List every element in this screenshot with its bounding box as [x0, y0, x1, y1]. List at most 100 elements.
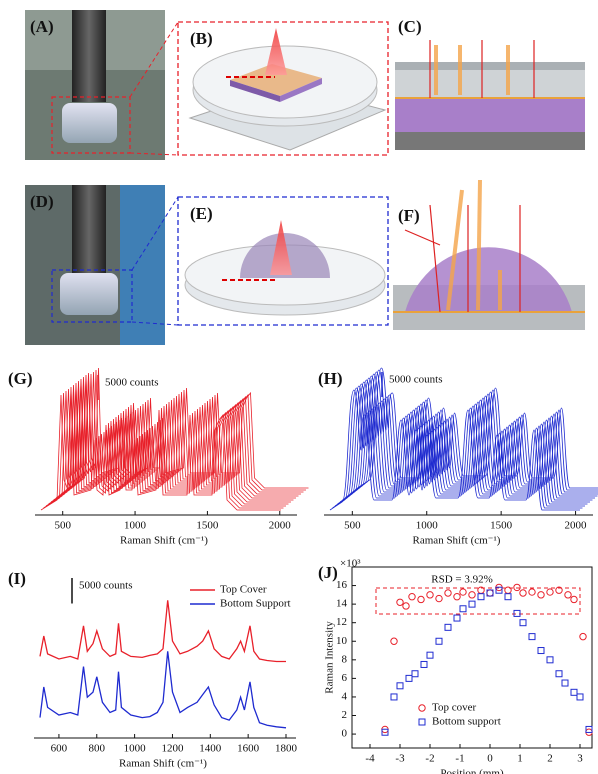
point: [547, 657, 553, 663]
x-tick-label: 1500: [490, 520, 513, 532]
panel-label: (I): [8, 569, 26, 588]
panel-label: (H): [318, 369, 343, 388]
x-tick-label: 1: [517, 753, 523, 765]
x-tick-label: -2: [425, 753, 434, 765]
panel-label: (B): [190, 29, 213, 48]
point: [403, 603, 409, 609]
point: [529, 634, 535, 640]
x-tick-label: 800: [89, 743, 106, 755]
point: [421, 661, 427, 667]
point: [556, 671, 562, 677]
point: [514, 610, 520, 616]
figure: (A) (B) (C) (D): [0, 0, 598, 774]
point: [454, 615, 460, 621]
legend-label: Top cover: [432, 702, 476, 714]
x-tick-label: 1000: [124, 743, 147, 755]
y-tick-label: 2: [342, 709, 348, 721]
point: [460, 606, 466, 612]
point: [469, 592, 475, 598]
x-tick-label: 1500: [196, 520, 219, 532]
point: [412, 671, 418, 677]
point: [427, 592, 433, 598]
spectra-stack: [330, 368, 598, 510]
x-axis-label: Raman Shift (cm⁻¹): [413, 535, 501, 547]
x-tick-label: -4: [365, 753, 375, 765]
point: [445, 590, 451, 596]
point: [418, 596, 424, 602]
point: [397, 599, 403, 605]
x-tick-label: 2000: [269, 520, 292, 532]
diagram-c: [395, 40, 585, 150]
panel-label: (F): [398, 206, 420, 225]
point: [577, 694, 583, 700]
x-tick-label: 1000: [124, 520, 147, 532]
point: [427, 652, 433, 658]
point: [469, 601, 475, 607]
x-tick-label: 1400: [199, 743, 222, 755]
point: [565, 592, 571, 598]
x-tick-label: -1: [455, 753, 464, 765]
x-tick-label: 2: [547, 753, 553, 765]
x-tick-label: 1600: [237, 743, 260, 755]
legend-label: Top Cover: [220, 584, 267, 596]
x-tick-label: -3: [395, 753, 405, 765]
x-tick-label: 1200: [161, 743, 184, 755]
spectra-stack: [41, 368, 309, 510]
scale-bar-label: 5000 counts: [389, 374, 442, 386]
point: [397, 683, 403, 689]
panel-label: (J): [318, 563, 338, 582]
spectrum-line: [40, 651, 286, 728]
point: [454, 594, 460, 600]
point: [547, 589, 553, 595]
y-tick-label: 4: [342, 690, 348, 702]
x-tick-label: 1000: [416, 520, 439, 532]
legend-label: Bottom support: [432, 716, 501, 728]
panel-label: (D): [30, 192, 54, 211]
point: [580, 633, 586, 639]
point: [436, 638, 442, 644]
x-axis-label: Raman Shift (cm⁻¹): [119, 758, 207, 770]
point: [460, 589, 466, 595]
x-tick-label: 2000: [565, 520, 588, 532]
panel-label: (G): [8, 369, 33, 388]
y-axis-label: Raman Intensity: [324, 621, 336, 694]
y-tick-label: 8: [342, 653, 348, 665]
y-tick-label: 12: [336, 616, 347, 628]
point: [406, 675, 412, 681]
y-tick-label: 16: [336, 579, 348, 591]
x-tick-label: 0: [487, 753, 493, 765]
point: [505, 587, 511, 593]
y-tick-label: 14: [336, 598, 348, 610]
point: [571, 596, 577, 602]
point: [391, 638, 397, 644]
point: [391, 694, 397, 700]
legend-label: Bottom Support: [220, 598, 291, 610]
point: [478, 594, 484, 600]
point: [505, 594, 511, 600]
y-tick-label: 6: [342, 672, 348, 684]
x-axis-label: Raman Shift (cm⁻¹): [120, 535, 208, 547]
point: [520, 620, 526, 626]
panel-label: (E): [190, 204, 213, 223]
x-tick-label: 500: [54, 520, 71, 532]
scale-bar-label: 5000 counts: [105, 377, 158, 389]
x-tick-label: 500: [344, 520, 361, 532]
x-tick-label: 600: [51, 743, 68, 755]
point: [419, 705, 425, 711]
point: [436, 595, 442, 601]
point: [487, 590, 493, 596]
point: [409, 594, 415, 600]
scale-bar-label: 5000 counts: [79, 580, 132, 592]
point: [562, 680, 568, 686]
y-tick-label: 10: [336, 635, 348, 647]
x-tick-label: 3: [577, 753, 583, 765]
y-unit-label: ×10³: [340, 558, 361, 570]
y-tick-label: 0: [342, 728, 348, 740]
point: [520, 590, 526, 596]
point: [445, 624, 451, 630]
x-axis-label: Position (mm): [440, 768, 504, 774]
point: [419, 719, 425, 725]
panel-label: (A): [30, 17, 54, 36]
point: [538, 648, 544, 654]
point: [514, 584, 520, 590]
